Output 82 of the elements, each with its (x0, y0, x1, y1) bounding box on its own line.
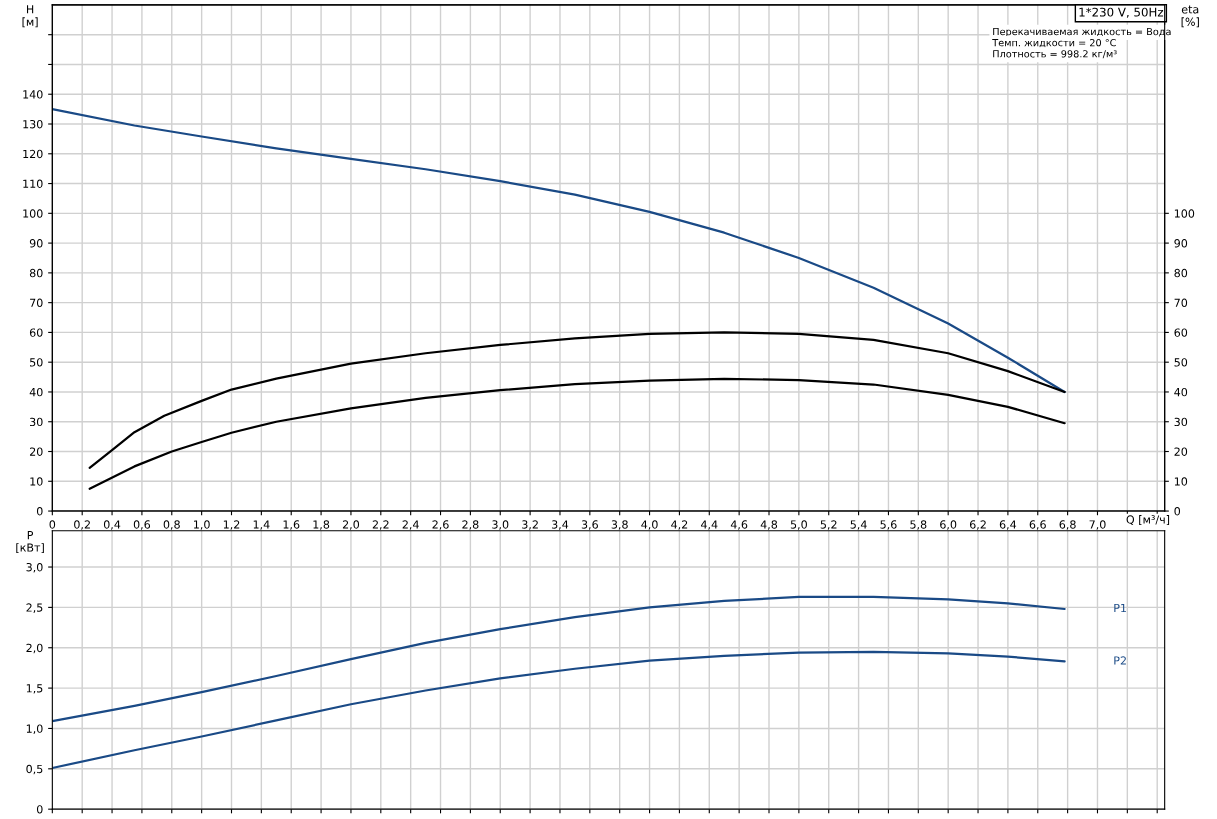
x-tick-label: 5,6 (880, 520, 897, 530)
x-tick-label: 1,8 (313, 520, 330, 530)
y2-tick-label: 80 (1174, 268, 1188, 278)
y-tick-label: 70 (30, 298, 43, 308)
x-tick-label: 1,6 (283, 520, 300, 530)
x-tick-label: 6,4 (999, 520, 1017, 530)
y-tick-label: 1,5 (26, 684, 43, 694)
y-tick-label: 60 (29, 328, 43, 337)
x-tick-label: 2,6 (432, 520, 449, 530)
line-series (52, 595, 1066, 723)
x-tick-label: 5,0 (790, 520, 807, 530)
text: P2 (1114, 656, 1126, 665)
y-axis-title: H [м] (22, 5, 38, 28)
y-tick-label: 40 (29, 387, 43, 397)
x-tick-label: 4,0 (641, 520, 658, 530)
x-tick-label: 6,8 (1059, 520, 1076, 530)
x-tick-label: 1,2 (223, 520, 240, 530)
y2-tick-label: 10 (1174, 477, 1188, 486)
y2-tick-label: 50 (1174, 358, 1188, 367)
x-tick-label: 2,4 (402, 520, 419, 530)
y2-tick-label: 0 (1174, 507, 1181, 516)
x-tick-label: 3,6 (581, 520, 598, 530)
y-tick-label: 120 (23, 149, 43, 159)
y-tick-label: 3,0 (26, 563, 43, 573)
x-tick-label: 6,6 (1029, 520, 1046, 530)
y2-tick-label: 40 (1174, 387, 1188, 397)
x-tick-label: 4,2 (671, 520, 688, 530)
x-tick-label: 0,8 (163, 520, 180, 530)
line-series (88, 377, 1066, 490)
y-tick-label: 0 (36, 805, 43, 814)
x-tick-label: 2,0 (342, 520, 360, 530)
x-tick-label: 3,8 (611, 520, 628, 530)
x-tick-label: 3,4 (551, 520, 569, 530)
y-tick-label: 110 (23, 179, 43, 188)
x-tick-label: 4,4 (700, 520, 718, 530)
y2-tick-label: 30 (1174, 417, 1188, 427)
y-tick-label: 80 (29, 268, 43, 278)
line-series (52, 650, 1066, 770)
x-tick-label: 4,8 (760, 520, 778, 530)
y-tick-label: 140 (23, 90, 43, 99)
x-tick-label: 5,8 (910, 520, 927, 530)
x-tick-label: 7,0 (1089, 520, 1106, 530)
x-tick-label: 5,2 (820, 520, 837, 530)
y-tick-label: 10 (30, 477, 43, 486)
y-tick-label: 130 (23, 119, 43, 129)
y-tick-label: 0,5 (26, 764, 43, 775)
x-tick-label: 0,6 (133, 520, 151, 530)
y-tick-label: 30 (30, 417, 43, 427)
x-axis-title: Q [м³/ч] (1126, 515, 1170, 526)
x-tick-label: 2,8 (462, 520, 479, 530)
y-tick-label: 1,0 (26, 724, 43, 734)
x-tick-label: 5,4 (850, 520, 867, 530)
y2-axis-title: eta [%] (1181, 5, 1199, 28)
annotation: Темп. жидкости = 20 °C (992, 39, 1116, 48)
y-tick-label: 2,0 (26, 643, 43, 654)
x-tick-label: 0,2 (74, 520, 90, 530)
text: P1 (1114, 603, 1126, 613)
x-tick-label: 6,0 (940, 520, 957, 530)
y2-tick-label: 100 (1174, 209, 1195, 218)
y2-tick-label: 70 (1174, 298, 1188, 308)
annotation: Плотность = 998.2 кг/м³ (993, 50, 1117, 59)
x-tick-label: 4,6 (730, 520, 748, 530)
x-tick-label: 1,4 (253, 520, 270, 530)
y-tick-label: 90 (29, 239, 43, 248)
y2-tick-label: 60 (1174, 328, 1188, 337)
y-tick-label: 20 (29, 447, 43, 456)
x-tick-label: 0,4 (103, 520, 121, 530)
y-tick-label: 100 (23, 209, 43, 218)
x-tick-label: 1,0 (194, 520, 210, 530)
y2-tick-label: 90 (1174, 239, 1188, 248)
y-axis-title: P [кВт] (16, 531, 44, 554)
y-tick-label: 0 (36, 507, 43, 516)
line-series (88, 331, 1066, 469)
x-tick-label: 0 (49, 520, 56, 529)
x-tick-label: 3,2 (522, 520, 538, 530)
y2-tick-label: 20 (1174, 447, 1188, 456)
y-tick-label: 50 (30, 358, 43, 367)
chart-title: 1*230 V, 50Hz (1079, 7, 1164, 18)
x-tick-label: 3,0 (492, 520, 509, 530)
y-tick-label: 2,5 (26, 603, 43, 613)
x-tick-label: 6,2 (969, 520, 986, 530)
x-tick-label: 2,2 (372, 520, 389, 530)
